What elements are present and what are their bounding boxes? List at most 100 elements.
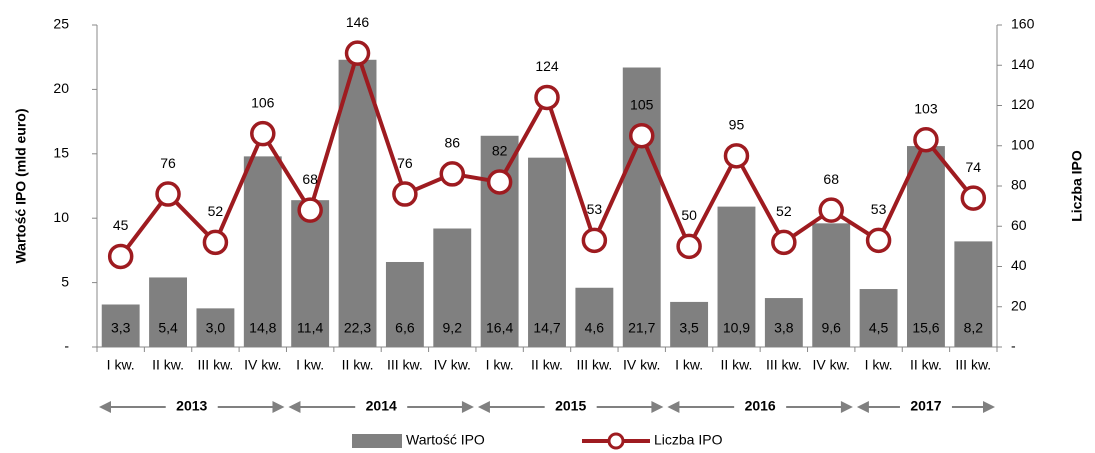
bar-value-label: 4,5 [869,320,889,336]
x-tick-label: III kw. [198,357,234,373]
line-marker [865,227,892,254]
bar-value-label: 9,2 [443,320,463,336]
line-value-label: 105 [630,96,654,112]
y-tick-label: 25 [53,16,69,32]
line-value-label: 45 [113,217,129,233]
x-tick-label: I kw. [107,357,135,373]
bar-value-label: 21,7 [628,320,655,336]
x-tick-label: IV kw. [813,357,850,373]
y-tick-label: 15 [53,145,69,161]
line-value-label: 52 [776,203,792,219]
bar [575,287,614,347]
bar [338,59,377,347]
bar [528,157,566,347]
bar-value-label: 3,0 [206,320,226,336]
line-value-label: 50 [681,207,697,223]
bar [812,223,851,347]
year-label-bg [165,397,218,417]
bar [670,301,709,347]
line-value-label: 146 [346,14,370,30]
y-tick-label: - [64,338,69,354]
x-tick-label: II kw. [910,357,942,373]
x-tick-label: III kw. [766,357,802,373]
y2-tick-label: 100 [1011,136,1035,152]
line-value-label: 124 [535,58,559,74]
x-tick-label: I kw. [865,357,893,373]
bar [385,261,424,347]
arrow-head [840,401,853,413]
year-label-bg [355,397,408,417]
x-tick-label: III kw. [387,357,423,373]
y-tick-label: 10 [53,209,69,225]
bar-value-label: 5,4 [158,320,178,336]
line-marker [107,243,134,270]
bar [101,304,140,347]
bar-value-label: 3,5 [679,320,699,336]
y2-tick-label: 20 [1011,297,1027,313]
x-tick-label: III kw. [576,357,612,373]
y2-tick-label: 120 [1011,96,1035,112]
bar-value-label: 22,3 [344,320,371,336]
bar [480,135,519,347]
y2-tick-label: 140 [1011,56,1035,72]
y-tick-label: 20 [53,80,69,96]
y-tick-label: 5 [61,273,69,289]
year-label-bg [734,397,787,417]
bar-value-label: 16,4 [486,320,513,336]
x-tick-label: II kw. [531,357,563,373]
year-label: 2013 [176,398,207,414]
bar [149,277,187,347]
bar [433,228,472,347]
line-marker [818,197,844,223]
bar-value-label: 15,6 [912,320,939,336]
line-marker [913,126,939,153]
arrow-head [856,401,869,413]
y2-tick-label: 80 [1011,177,1027,193]
bar [954,241,993,347]
x-tick-label: I kw. [675,357,703,373]
line-value-label: 52 [208,203,224,219]
year-label: 2014 [366,398,397,414]
x-tick-label: IV kw. [623,357,660,373]
x-tick-label: IV kw. [434,357,471,373]
bar [196,308,235,347]
legend-label: Liczba IPO [654,432,723,448]
y2-tick-label: - [1011,338,1016,354]
bar [907,146,945,347]
bar-value-label: 11,4 [297,320,323,336]
line-value-label: 74 [966,159,982,175]
bar-value-label: 8,2 [964,320,984,336]
line-marker [486,169,513,195]
line-value-label: 86 [444,135,460,151]
year-label: 2017 [910,398,941,414]
bar-value-label: 3,3 [111,320,131,336]
line-marker [581,227,608,254]
bar [622,67,661,347]
bar [243,156,282,347]
line-value-label: 68 [302,171,318,187]
year-label: 2016 [745,398,776,414]
x-tick-label: II kw. [721,357,753,373]
line-marker [297,197,323,223]
y2-tick-label: 160 [1011,16,1035,32]
x-tick-label: I kw. [486,357,514,373]
line-marker [723,143,750,169]
bar-value-label: 3,8 [774,320,794,336]
legend-marker [607,432,625,450]
legend-label: Wartość IPO [406,432,485,448]
line-marker [344,40,371,66]
arrow-head [272,401,285,413]
line-value-label: 103 [914,100,938,116]
line-marker [439,161,466,187]
line-value-label: 68 [823,171,839,187]
bar [764,298,803,347]
x-tick-label: IV kw. [244,357,281,373]
bar-value-label: 14,8 [249,320,276,336]
bar-value-label: 10,9 [723,320,750,336]
arrow-head [667,401,680,413]
arrow-head [983,401,995,413]
line-marker [771,229,797,256]
line-value-label: 76 [397,155,413,171]
x-tick-label: III kw. [955,357,991,373]
year-label-bg [899,397,952,417]
